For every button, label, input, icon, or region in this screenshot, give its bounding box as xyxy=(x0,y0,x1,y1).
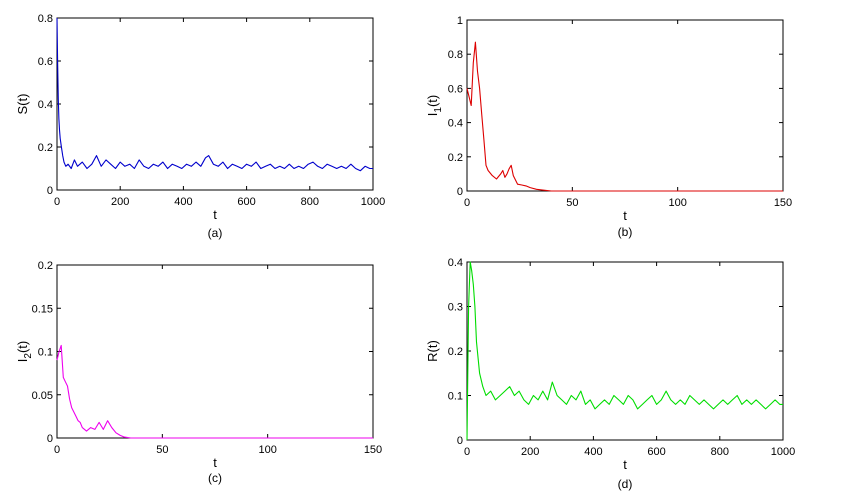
x-tick-label: 600 xyxy=(647,446,665,458)
x-tick-label: 50 xyxy=(156,444,168,456)
y-tick-label: 0 xyxy=(47,433,53,445)
x-tick-label: 1000 xyxy=(361,196,385,208)
plot-frame xyxy=(466,261,784,441)
y-tick-label: 0 xyxy=(457,186,463,198)
y-tick-label: 0.1 xyxy=(38,347,53,359)
plot-frame xyxy=(56,17,374,191)
y-tick-label: 0.2 xyxy=(38,260,53,272)
x-tick-label: 200 xyxy=(111,196,129,208)
panel-d: 0 200 400 600 800 1000 0 0.1 0.2 0.3 0.4 t R(t) (d) xyxy=(425,257,795,491)
y-tick-label: 0.15 xyxy=(32,303,53,315)
y-axis-label: R(t) xyxy=(425,340,440,362)
x-tick-label: 0 xyxy=(464,197,470,209)
series-line xyxy=(466,261,783,441)
panel-label: (a) xyxy=(208,226,223,240)
y-axis-label: I1(t) xyxy=(425,95,444,116)
y-tick-label: 0.4 xyxy=(38,99,53,111)
panel-b: 0 50 100 150 0 0.2 0.4 0.6 0.8 1 t I1(t) (b) xyxy=(425,15,792,239)
series-line xyxy=(56,344,373,439)
y-tick-label: 0.4 xyxy=(448,118,463,130)
panel-c: 0 50 100 150 0 0.05 0.1 0.15 0.2 t I2(t) (c) xyxy=(15,260,382,485)
series-line xyxy=(466,41,783,192)
x-tick-label: 150 xyxy=(364,444,382,456)
panel-label: (b) xyxy=(618,225,633,239)
x-tick-label: 100 xyxy=(668,197,686,209)
x-tick-label: 1000 xyxy=(771,446,795,458)
x-axis-label: t xyxy=(213,207,217,222)
panel-a: 0 200 400 600 800 1000 0 0.2 0.4 0.6 0.8 t S(t) (a) xyxy=(15,13,385,240)
x-tick-label: 200 xyxy=(521,446,539,458)
x-tick-label: 0 xyxy=(54,196,60,208)
plot-frame xyxy=(466,19,784,192)
y-tick-label: 0.6 xyxy=(448,83,463,95)
x-tick-label: 400 xyxy=(174,196,192,208)
x-tick-label: 100 xyxy=(258,444,276,456)
y-tick-label: 0.05 xyxy=(32,390,53,402)
x-axis-label: t xyxy=(623,457,627,472)
y-tick-label: 0.2 xyxy=(38,142,53,154)
y-tick-label: 0 xyxy=(457,435,463,447)
y-tick-label: 0.2 xyxy=(448,152,463,164)
y-axis-label: S(t) xyxy=(15,94,30,115)
x-tick-label: 50 xyxy=(566,197,578,209)
y-tick-label: 0.8 xyxy=(448,49,463,61)
x-tick-label: 0 xyxy=(464,446,470,458)
x-axis-label: t xyxy=(623,208,627,223)
y-tick-label: 0.1 xyxy=(448,391,463,403)
series-line xyxy=(56,17,373,172)
y-tick-label: 0.6 xyxy=(38,56,53,68)
y-tick-label: 0.2 xyxy=(448,346,463,358)
panel-label: (c) xyxy=(208,471,222,485)
plot-frame xyxy=(56,264,374,439)
x-tick-label: 600 xyxy=(237,196,255,208)
panel-label: (d) xyxy=(618,477,633,491)
y-tick-label: 0.3 xyxy=(448,302,463,314)
x-axis-label: t xyxy=(213,455,217,470)
y-tick-label: 0 xyxy=(47,185,53,197)
y-tick-label: 0.4 xyxy=(448,257,463,269)
y-axis-label: I2(t) xyxy=(15,341,34,362)
x-tick-label: 800 xyxy=(301,196,319,208)
x-tick-label: 400 xyxy=(584,446,602,458)
y-tick-label: 1 xyxy=(457,15,463,27)
x-tick-label: 150 xyxy=(774,197,792,209)
x-tick-label: 0 xyxy=(54,444,60,456)
y-tick-label: 0.8 xyxy=(38,13,53,25)
x-tick-label: 800 xyxy=(711,446,729,458)
